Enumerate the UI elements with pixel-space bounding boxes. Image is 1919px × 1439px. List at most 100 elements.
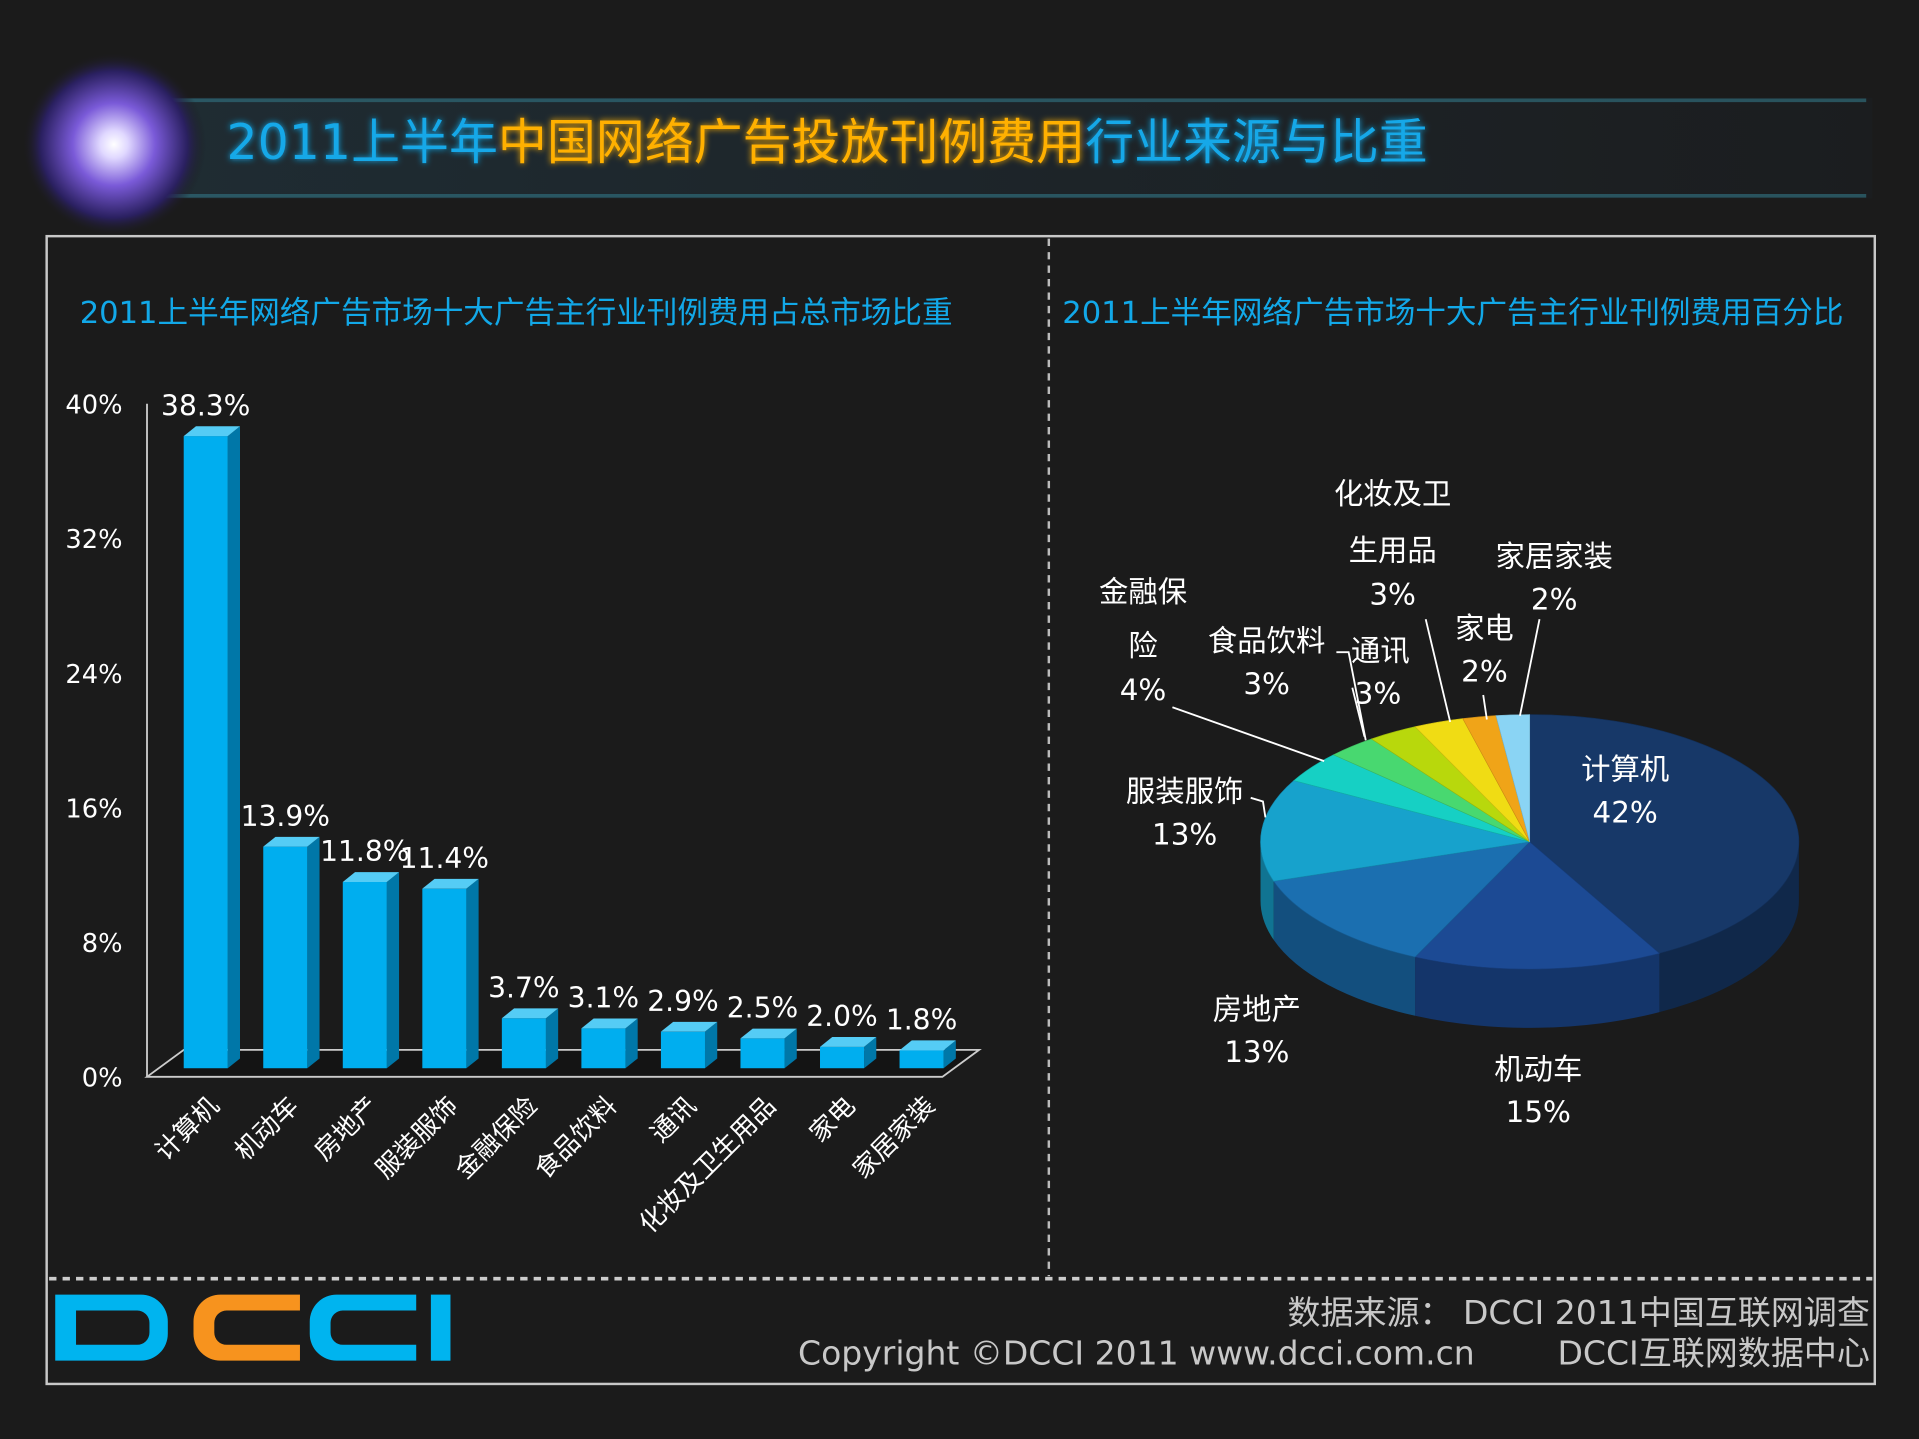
bar-side [466,878,479,1069]
bar-chart-title: 2011上半年网络广告市场十大广告主行业刊例费用占总市场比重 [80,296,953,331]
dcci-logo [55,1294,451,1361]
bar-value-label: 2.0% [806,1000,877,1033]
y-tick-label: 40% [65,391,122,421]
pie-slice [1273,841,1531,958]
bar-chart: 0% 8% 16% 24% 32% 40% 38.3% 计算机 13.9% 机动车 11.8% 房地产… [65,389,982,1239]
pie-value-food: 3% [1243,667,1290,701]
x-tick-label: 食品饮料 [529,1091,623,1185]
bar [422,888,467,1069]
bar-side [307,836,320,1069]
y-tick-label: 8% [82,929,123,959]
bar-side [864,1037,877,1069]
pie-label-auto: 机动车 [1494,1052,1582,1086]
pie-label-appliance: 家电 [1455,612,1514,646]
bar-top [899,1040,956,1051]
x-tick-label: 服装服饰 [370,1091,464,1185]
pie-label-computer: 计算机 [1581,752,1669,786]
bar-side [943,1040,956,1069]
pie-slice-side [1260,841,1274,940]
bar [342,881,387,1069]
bar [581,1028,626,1069]
x-tick-label: 化妆及卫生用品 [634,1091,782,1239]
bar-side [784,1028,797,1069]
bar [263,846,308,1069]
pie-label-realestate: 房地产 [1213,992,1301,1026]
bar-value-label: 2.5% [727,992,798,1025]
bar-value-label: 13.9% [241,800,330,833]
pie-value-telecom: 3% [1355,677,1402,711]
pie-value-realestate: 13% [1224,1035,1289,1069]
bar-side [386,872,400,1069]
bar-value-label: 11.4% [400,842,489,875]
bar [501,1018,546,1069]
pie-label-cosmetics-1: 化妆及卫 [1334,477,1451,511]
bar-value-label: 11.8% [320,835,409,868]
pie-value-computer: 42% [1593,795,1658,829]
bar-side [545,1008,559,1069]
bar-top [342,872,400,882]
bar-top [820,1037,877,1047]
x-tick-label: 计算机 [150,1091,226,1167]
bar-top [183,426,240,437]
bar-side [227,426,240,1069]
pie-label-finance-1: 金融保 [1099,575,1187,609]
pie-value-auto: 15% [1506,1095,1571,1129]
y-tick-label: 16% [65,794,122,824]
pie-label-cosmetics-2: 生用品 [1349,533,1437,567]
pie-labels: 计算机 42% 机动车 15% 房地产 13% 服装服饰 13% 金融保 险 4… [1099,477,1669,1129]
bar-value-label: 38.3% [161,389,250,422]
pie-slice [1495,714,1531,842]
starburst-icon [22,52,206,237]
pie-slice [1414,841,1661,970]
x-tick-label: 房地产 [309,1091,385,1167]
bar [740,1038,785,1069]
bar-top [740,1028,797,1039]
pie-slice-side [1659,841,1799,1013]
y-tick-label: 32% [65,525,122,555]
pie-chart-title: 2011上半年网络广告市场十大广告主行业刊例费用百分比 [1062,296,1843,331]
copyright: Copyright ©DCCI 2011 www.dcci.com.cn [798,1333,1475,1372]
bar-side [704,1021,718,1069]
bar [899,1050,944,1069]
x-tick-label: 通讯 [645,1091,703,1149]
bar-value-label: 2.9% [647,985,718,1018]
x-tick-label: 金融保险 [450,1091,544,1185]
pie-label-home: 家居家装 [1495,540,1612,574]
page-title: 2011上半年中国网络广告投放刊例费用行业来源与比重 [227,114,1428,171]
bar-value-label: 3.1% [568,982,639,1015]
pie-value-appliance: 2% [1461,655,1508,689]
pie-value-apparel: 13% [1152,817,1217,851]
bar-top [263,836,320,847]
bar-side [625,1018,638,1069]
pie-chart [1260,714,1800,1028]
y-tick-label: 24% [65,660,122,690]
pie-slice [1529,714,1800,954]
pie-slice-side [1415,953,1660,1028]
pie-value-home: 2% [1531,582,1578,616]
organization: DCCI互联网数据中心 [1557,1333,1869,1372]
y-tick-label: 0% [82,1064,123,1094]
bar-top [581,1018,638,1029]
x-tick-label: 家居家装 [847,1091,941,1185]
pie-label-apparel: 服装服饰 [1126,774,1243,808]
pie-label-finance-2: 险 [1128,629,1157,663]
x-tick-label: 机动车 [229,1091,305,1167]
pie-slice [1260,780,1530,882]
title-banner: 2011上半年中国网络广告投放刊例费用行业来源与比重 [22,52,1873,237]
bar [820,1046,865,1069]
pie-value-finance: 4% [1120,673,1167,707]
bar-value-label: 3.7% [488,971,559,1004]
content-frame [45,234,1877,1386]
bar-top [422,878,479,889]
bar [660,1031,705,1069]
data-source: 数据来源： DCCI 2011中国互联网调查 [1287,1293,1869,1332]
bar [183,436,228,1069]
bar-top [501,1008,559,1019]
bar-value-label: 1.8% [886,1003,957,1036]
pie-label-telecom: 通讯 [1351,634,1410,668]
pie-label-food: 食品饮料 [1208,624,1325,658]
bar-top [660,1021,718,1032]
pie-value-cosmetics: 3% [1369,577,1416,611]
pie-leader-lines [1172,618,1541,818]
